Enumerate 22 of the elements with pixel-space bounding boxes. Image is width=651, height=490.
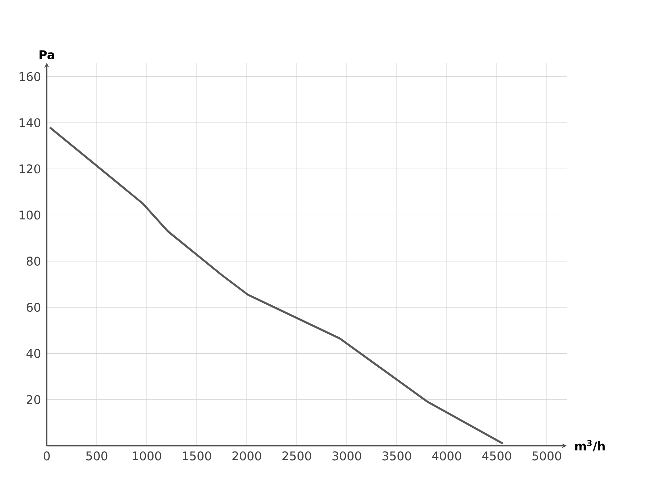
line-series [49, 126, 504, 445]
x-tick-label: 1500 [183, 452, 212, 461]
y-tick-label: 80 [26, 256, 41, 266]
x-tick-label: 5000 [532, 452, 562, 461]
x-axis-title: m$^{3}$/h [576, 440, 605, 452]
x-tick-label: 3000 [332, 452, 362, 461]
x-tick-label: 2500 [282, 452, 312, 461]
y-tick-label: 160 [20, 72, 41, 82]
y-tick-label: 60 [26, 303, 41, 312]
x-tick-label: 1000 [133, 452, 162, 461]
x-tick-label: 4000 [432, 452, 462, 461]
x-tick-label: 0 [44, 452, 50, 461]
x-tick-label: 500 [86, 452, 108, 461]
y-tick-label: 20 [27, 395, 41, 404]
y-tick-label: 100 [20, 210, 41, 220]
y-tick-label: 120 [20, 164, 41, 174]
x-tick-label: 3500 [382, 452, 412, 461]
y-tick-label: 140 [20, 118, 41, 128]
x-tick-label: 4500 [482, 452, 512, 461]
y-tick-label: 40 [26, 349, 41, 358]
y-axis-title: Pa [40, 50, 54, 60]
x-tick-label: 2000 [232, 452, 262, 461]
